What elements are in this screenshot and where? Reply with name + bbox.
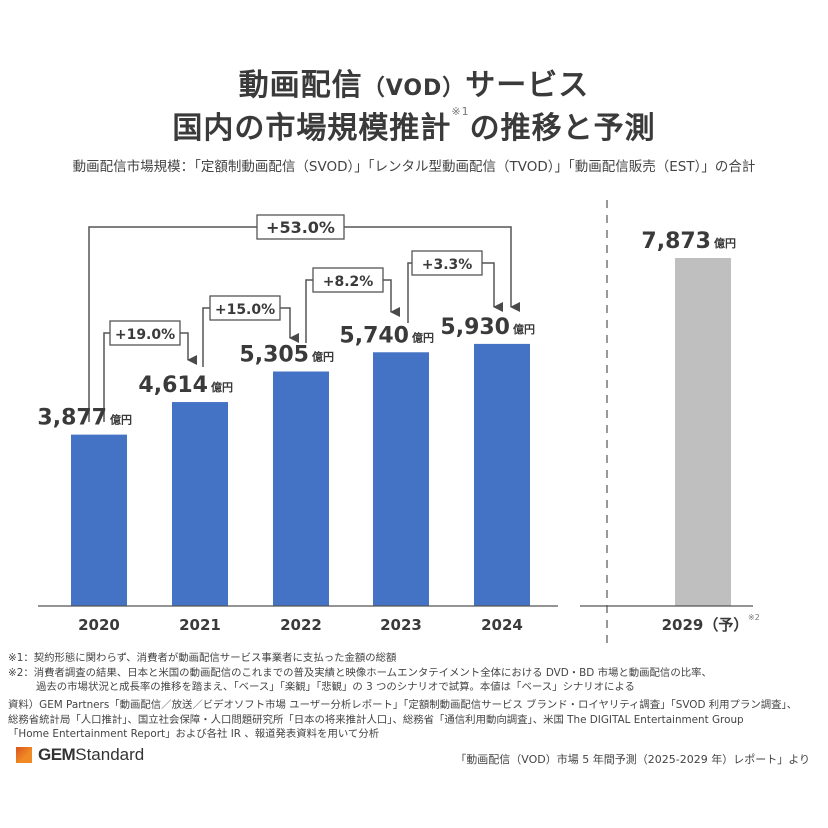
bar-2029（予） xyxy=(675,258,731,606)
footnote-1: ※1：契約形態に関わらず、消費者が動画配信サービス事業者に支払った金額の総額 xyxy=(8,652,397,664)
title-vod: （VOD） xyxy=(362,76,466,101)
growth-box xyxy=(312,267,384,293)
title-text: 動画配信 xyxy=(238,68,363,103)
chart-title-line2: 国内の市場規模推計※1の推移と予測 xyxy=(0,103,828,147)
bar-2021 xyxy=(172,402,228,606)
title-text: の推移と予測 xyxy=(469,111,656,146)
growth-label: +15.0% xyxy=(215,302,275,318)
bar-2024 xyxy=(474,343,530,606)
logo-square-icon xyxy=(16,747,32,763)
chart-subtitle: 動画配信市場規模：「定額制動画配信（SVOD）」「レンタル型動画配信（TVOD）… xyxy=(72,159,756,175)
source-line: 「Home Entertainment Report」および各社 IR 、報道発… xyxy=(8,728,380,740)
value-label: 5,930 xyxy=(440,315,510,340)
chart-title-line1: 動画配信（VOD）サービス xyxy=(0,60,828,104)
growth-label: +19.0% xyxy=(115,327,175,343)
growth-box xyxy=(109,320,181,346)
growth-label: +53.0% xyxy=(266,218,335,237)
footnote-marker: ※1 xyxy=(451,105,470,118)
growth-label: +8.2% xyxy=(323,274,374,290)
unit-label: 億円 xyxy=(110,413,132,427)
unit-label: 億円 xyxy=(513,322,535,336)
bar-2023 xyxy=(373,352,429,606)
growth-box xyxy=(256,214,345,240)
source-line: 総務省統計局「人口推計」、国立社会保障・人口問題研究所「日本の将来推計人口」、総… xyxy=(8,713,744,726)
title-text: サービス xyxy=(465,68,590,103)
unit-label: 億円 xyxy=(412,330,434,344)
x-tick-label: 2022 xyxy=(280,616,322,634)
value-label: 7,873 xyxy=(641,229,711,254)
unit-label: 億円 xyxy=(312,350,334,364)
footnote-marker: ※2 xyxy=(748,613,760,622)
x-tick-label: 2023 xyxy=(380,616,422,634)
growth-box xyxy=(411,250,483,276)
bar-2022 xyxy=(273,371,329,606)
footnotes: ※1：契約形態に関わらず、消費者が動画配信サービス事業者に支払った金額の総額 ※… xyxy=(8,651,712,695)
unit-label: 億円 xyxy=(714,236,736,250)
x-tick-label: 2020 xyxy=(78,616,120,634)
bar-2020 xyxy=(71,434,127,606)
title-text: 国内の市場規模推計 xyxy=(172,111,452,146)
value-label: 3,877 xyxy=(37,406,107,431)
logo-text: GEMStandard xyxy=(38,745,145,764)
x-tick-label: 2024 xyxy=(481,616,523,634)
growth-label: +3.3% xyxy=(422,257,473,273)
value-label: 4,614 xyxy=(138,373,208,398)
gem-standard-logo: GEMStandard xyxy=(16,745,144,765)
source-line: 資料）GEM Partners「動画配信／放送／ビデオソフト市場 ユーザー分析レ… xyxy=(8,699,798,711)
report-credit: 「動画配信（VOD）市場 5 年間予測（2025-2029 年）レポート」より xyxy=(455,753,810,766)
x-tick-label: 2021 xyxy=(179,616,221,634)
value-label: 5,305 xyxy=(239,343,309,368)
unit-label: 億円 xyxy=(211,380,233,394)
footnote-2-cont: 過去の市場状況と成長率の推移を踏まえ、「ベース」「楽観」「悲観」の 3 つのシナ… xyxy=(36,681,635,693)
x-tick-label: 2029（予） xyxy=(662,616,749,634)
growth-box xyxy=(209,295,281,321)
sources: 資料）GEM Partners「動画配信／放送／ビデオソフト市場 ユーザー分析レ… xyxy=(8,698,797,742)
footnote-2: ※2：消費者調査の結果、日本と米国の動画配信のこれまでの普及実績と映像ホームエン… xyxy=(8,666,712,679)
value-label: 5,740 xyxy=(339,323,409,348)
